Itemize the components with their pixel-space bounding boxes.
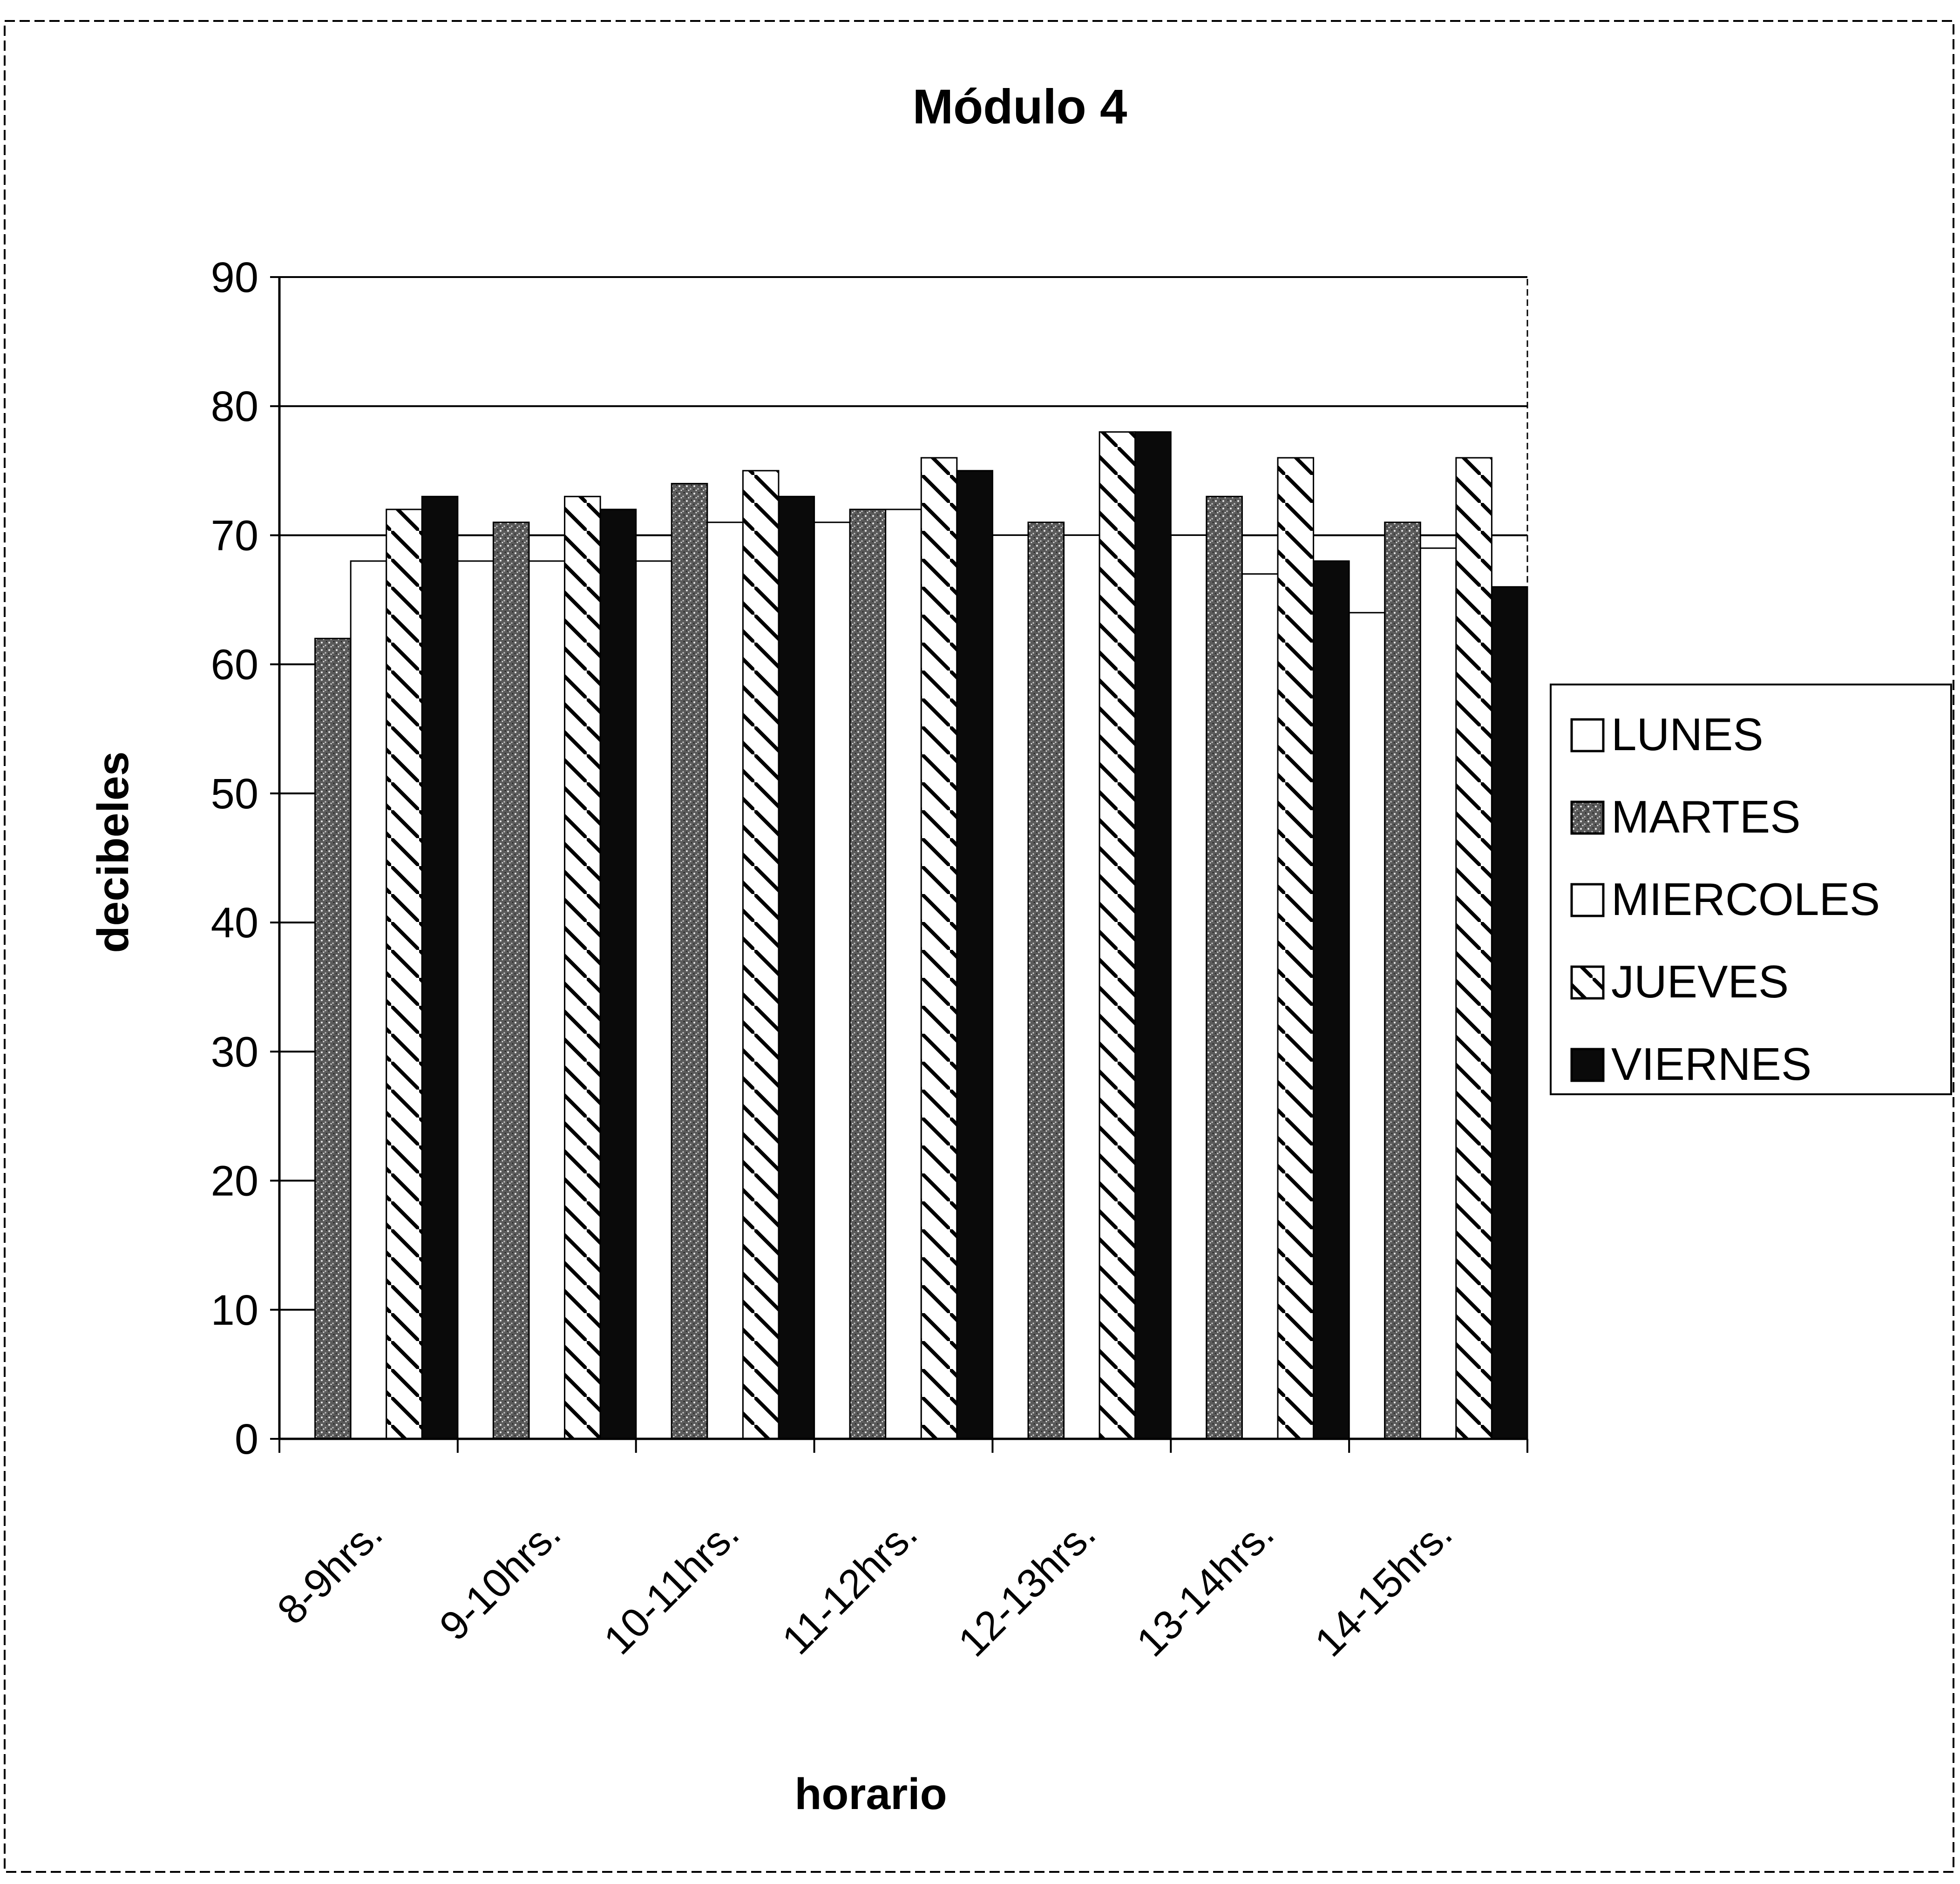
- bar-jueves-0: [386, 508, 423, 1440]
- legend-swatch-viernes: [1570, 1048, 1605, 1082]
- legend-label-lunes: LUNES: [1611, 709, 1763, 760]
- bar-viernes-0: [421, 495, 459, 1440]
- legend-label-martes: MARTES: [1611, 791, 1801, 842]
- bar-jueves-6: [1455, 457, 1492, 1440]
- x-tick-label: 13-14hrs.: [1127, 1510, 1282, 1665]
- x-tick-labels: 8-9hrs. 9-10hrs. 10-11hrs. 11-12hrs. 12-13hr…: [268, 1439, 1528, 1665]
- y-tick-label: 90: [211, 254, 258, 301]
- y-tick-label: 0: [235, 1416, 258, 1463]
- legend-swatch-lunes: [1570, 718, 1605, 752]
- y-tick-label: 70: [211, 512, 258, 559]
- legend: LUNES MARTES MIERCOLES JUEVES VIERNES: [1550, 684, 1952, 1095]
- bar-miercoles-2: [706, 522, 744, 1440]
- bar-viernes-6: [1491, 586, 1528, 1440]
- legend-swatch-martes: [1570, 800, 1605, 835]
- x-tick-label: 10-11hrs.: [595, 1510, 747, 1663]
- legend-label-jueves: JUEVES: [1611, 956, 1789, 1007]
- bar-jueves-5: [1277, 457, 1315, 1440]
- bar-miercoles-4: [1063, 534, 1100, 1440]
- bar-miercoles-6: [1419, 547, 1457, 1440]
- bar-jueves-2: [742, 470, 780, 1440]
- axes: [278, 277, 1527, 1440]
- x-tick-label: 8-9hrs.: [268, 1510, 391, 1633]
- bar-lunes-3: [814, 522, 851, 1440]
- bar-martes-1: [492, 522, 530, 1440]
- legend-swatch-miercoles: [1570, 883, 1605, 917]
- legend-label-viernes: VIERNES: [1611, 1038, 1811, 1090]
- bars-group: [314, 431, 1528, 1440]
- chart-title: Módulo 4: [913, 80, 1127, 134]
- bar-miercoles-1: [528, 560, 566, 1440]
- bar-martes-3: [849, 508, 887, 1440]
- bar-miercoles-3: [885, 508, 922, 1440]
- legend-box: [1550, 684, 1952, 1095]
- bar-lunes-5: [1170, 534, 1207, 1440]
- y-tick-label: 10: [211, 1287, 258, 1334]
- bar-viernes-5: [1313, 560, 1350, 1440]
- bar-jueves-4: [1099, 431, 1136, 1440]
- bar-lunes-2: [635, 560, 672, 1440]
- bar-martes-0: [314, 637, 352, 1440]
- bar-viernes-3: [956, 470, 993, 1440]
- bar-viernes-2: [778, 495, 815, 1440]
- x-tick-label: 14-15hrs.: [1306, 1510, 1461, 1665]
- y-tick-label: 20: [211, 1158, 258, 1205]
- bar-lunes-6: [1348, 612, 1386, 1440]
- x-tick-label: 11-12hrs.: [773, 1510, 926, 1663]
- bar-lunes-4: [991, 534, 1029, 1440]
- bar-miercoles-0: [350, 560, 387, 1440]
- bar-viernes-4: [1134, 431, 1172, 1440]
- bar-jueves-1: [564, 495, 601, 1440]
- y-tick-label: 60: [211, 641, 258, 689]
- x-tick-label: 9-10hrs.: [430, 1510, 569, 1649]
- y-tick-label: 30: [211, 1028, 258, 1076]
- legend-swatch-jueves: [1570, 965, 1605, 1000]
- bar-martes-4: [1027, 522, 1065, 1440]
- outer-frame: [4, 20, 1954, 1873]
- y-tick-label: 80: [211, 383, 258, 430]
- x-axis-title: horario: [794, 1769, 947, 1819]
- legend-label-miercoles: MIERCOLES: [1611, 874, 1880, 925]
- bar-martes-5: [1206, 495, 1243, 1440]
- y-tick-label: 40: [211, 899, 258, 947]
- bar-lunes-1: [457, 560, 494, 1440]
- y-axis-title: decibeles: [88, 751, 138, 953]
- bar-miercoles-5: [1241, 573, 1279, 1440]
- y-tick-label: 50: [211, 770, 258, 818]
- x-tick-label: 12-13hrs.: [949, 1510, 1104, 1665]
- bar-martes-2: [671, 483, 708, 1440]
- bar-jueves-3: [920, 457, 958, 1440]
- bar-martes-6: [1384, 522, 1421, 1440]
- y-tick-labels: 0 10 20 30 40 50 60 70 80 90: [211, 254, 279, 1463]
- bar-viernes-1: [599, 508, 637, 1440]
